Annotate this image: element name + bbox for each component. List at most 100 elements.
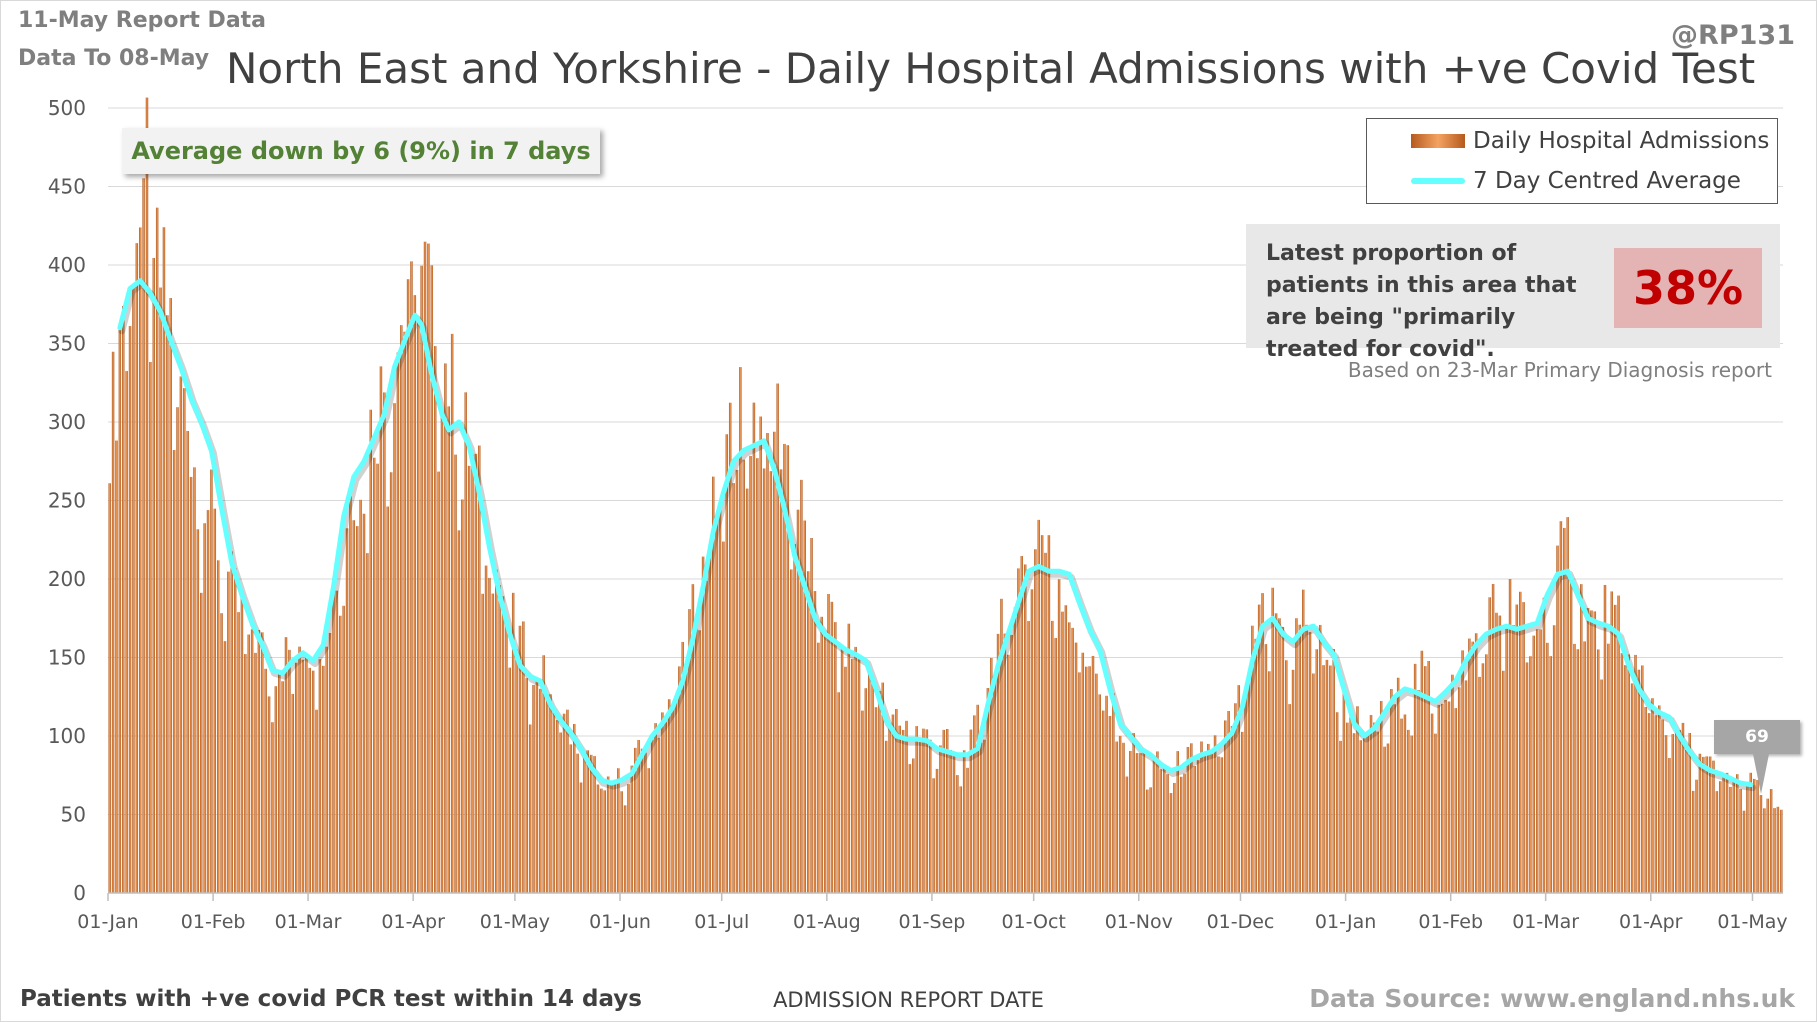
bar: [115, 440, 118, 893]
bar: [1078, 672, 1081, 893]
bar: [650, 739, 654, 893]
bar: [1674, 732, 1678, 893]
bar: [549, 694, 552, 893]
bar: [1719, 781, 1722, 893]
bar: [898, 725, 901, 893]
bar: [352, 520, 356, 893]
bar: [847, 623, 851, 893]
bar: [1658, 705, 1661, 893]
bar: [522, 621, 525, 893]
bar: [366, 553, 369, 893]
bar: [1037, 519, 1040, 893]
bar: [1535, 629, 1539, 893]
bar: [1220, 757, 1224, 893]
bar: [1118, 735, 1122, 893]
bar: [834, 622, 837, 893]
bar: [1471, 641, 1474, 893]
bar: [1396, 677, 1400, 893]
bar: [474, 453, 478, 893]
bar: [227, 571, 230, 893]
bar: [1678, 730, 1681, 893]
bar: [881, 682, 884, 893]
bar: [796, 509, 800, 893]
bar: [840, 646, 844, 893]
bar: [966, 767, 969, 893]
bar: [956, 775, 959, 893]
bar-series-daily-admissions: [108, 97, 1783, 894]
bar: [339, 615, 342, 893]
bar: [1434, 733, 1437, 893]
average-change-text: Average down by 6 (9%) in 7 days: [131, 137, 591, 165]
bar: [654, 723, 657, 893]
bar: [1461, 650, 1464, 893]
bar: [481, 593, 484, 893]
bar: [1346, 722, 1349, 893]
bar: [332, 578, 335, 893]
bar: [152, 257, 155, 893]
bar: [1725, 772, 1729, 893]
bar: [223, 641, 227, 893]
bar: [1698, 753, 1702, 893]
bar: [315, 709, 318, 893]
bar: [589, 754, 593, 893]
bar: [1264, 644, 1268, 893]
bar: [271, 722, 274, 893]
bar: [1054, 637, 1057, 893]
bar: [1139, 753, 1142, 893]
bar: [698, 630, 701, 893]
bar: [1610, 591, 1613, 893]
bar: [912, 758, 915, 893]
proportion-value: 38%: [1632, 261, 1744, 315]
bar: [905, 720, 908, 893]
bar: [579, 782, 583, 893]
bar: [294, 662, 298, 893]
bar: [1566, 517, 1569, 893]
bar: [1583, 641, 1586, 893]
line-series-7-day-average: [117, 278, 1757, 792]
bar: [1169, 793, 1173, 893]
bar: [1095, 673, 1098, 893]
bar: [1729, 786, 1732, 893]
bar: [1010, 634, 1013, 893]
x-tick-label: 01-Dec: [1207, 911, 1275, 933]
bar: [1688, 732, 1691, 893]
bar: [142, 178, 145, 894]
latest-average-value: 69: [1745, 727, 1769, 747]
y-tick-label: 200: [48, 567, 86, 591]
bar: [308, 667, 311, 893]
bar: [1027, 621, 1030, 893]
bar: [1624, 665, 1627, 893]
bar: [108, 483, 111, 893]
bar: [1739, 788, 1742, 893]
bar: [705, 580, 708, 893]
bar: [359, 499, 362, 893]
bar: [1756, 779, 1759, 893]
bar: [532, 684, 535, 893]
legend-swatch-bar: [1411, 134, 1465, 148]
x-tick-label: 01-Oct: [1001, 911, 1065, 933]
bar: [922, 728, 925, 893]
bar: [342, 605, 345, 893]
bar: [600, 788, 603, 893]
bar: [1556, 545, 1559, 893]
bar: [1084, 666, 1088, 893]
bar: [583, 757, 586, 893]
bar: [518, 625, 522, 893]
bar: [783, 443, 786, 893]
bar: [1722, 773, 1725, 893]
bar: [1146, 789, 1149, 893]
bar: [278, 672, 281, 893]
bar: [454, 454, 457, 893]
bar: [1634, 654, 1637, 893]
proportion-text: Latest proportion of patients in this ar…: [1266, 241, 1577, 362]
bar: [1664, 735, 1668, 893]
bar: [891, 714, 895, 893]
gridlines: [108, 107, 1783, 815]
bar: [1308, 632, 1312, 893]
bar: [400, 325, 403, 894]
bar: [895, 708, 898, 893]
bar: [634, 747, 637, 893]
bar: [210, 469, 213, 893]
x-tick-label: 01-Sep: [899, 911, 966, 933]
bar: [179, 376, 183, 893]
